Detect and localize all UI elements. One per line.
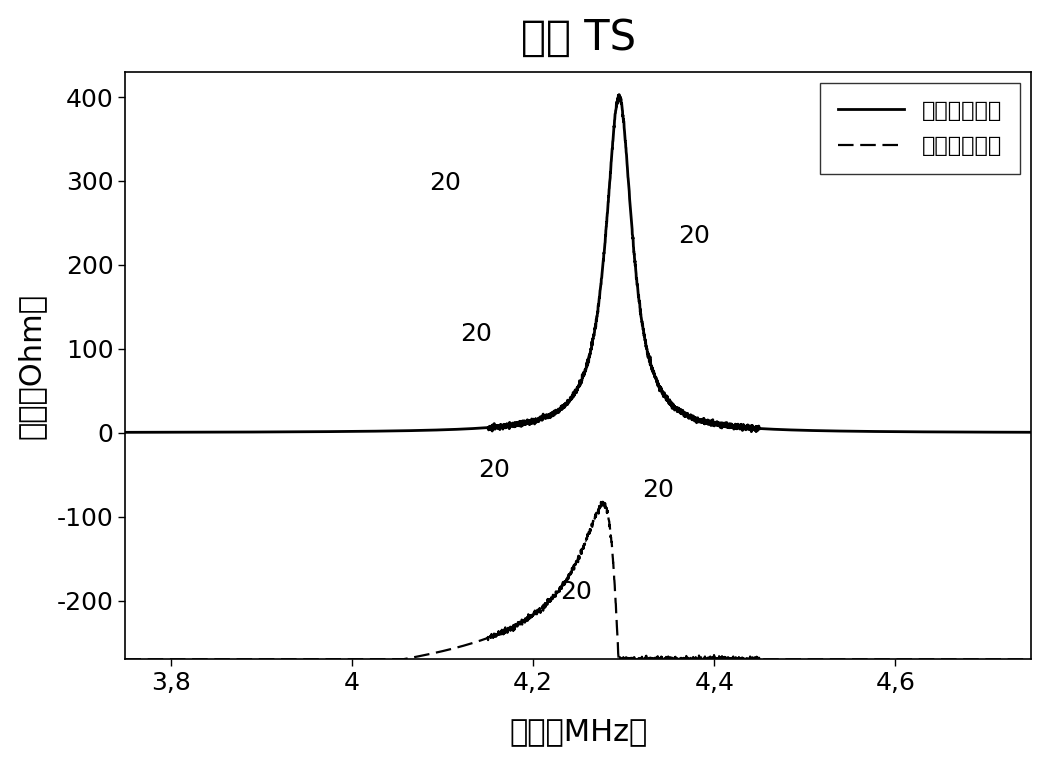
Text: 20: 20 xyxy=(460,322,493,346)
Text: 20: 20 xyxy=(641,478,674,502)
Text: 20: 20 xyxy=(479,459,510,482)
Y-axis label: 阻抗（Ohm）: 阻抗（Ohm） xyxy=(17,292,46,439)
Text: 20: 20 xyxy=(560,580,592,604)
Text: 20: 20 xyxy=(429,171,461,195)
Text: 20: 20 xyxy=(678,224,709,247)
Title: 反射 TS: 反射 TS xyxy=(521,17,636,59)
X-axis label: 频率（MHz）: 频率（MHz） xyxy=(509,717,648,746)
Legend: 实部（阻抗）, 虚部（阻抗）: 实部（阻抗）, 虚部（阻抗） xyxy=(820,83,1020,174)
